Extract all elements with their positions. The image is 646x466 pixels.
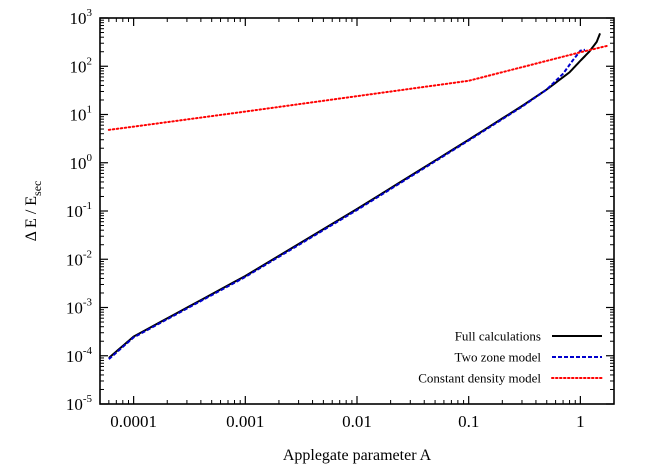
y-tick-label-exponent: 3 [87, 7, 93, 19]
y-tick-label-base: 10 [70, 106, 87, 125]
y-axis-title: Δ E / Esec [23, 181, 44, 242]
y-tick-label-exponent: 1 [87, 104, 93, 116]
series-layer [107, 33, 610, 360]
x-tick-label: 1 [576, 412, 585, 431]
y-tick-label: 100 [70, 152, 93, 173]
y-tick-label-base: 10 [70, 57, 87, 76]
y-tick-label-base: 10 [70, 154, 87, 173]
y-tick-label: 103 [70, 7, 93, 28]
y-tick-label-base: 10 [66, 347, 83, 366]
series-constant-density-model [107, 44, 610, 131]
x-tick-label: 0.001 [226, 412, 264, 431]
y-tick-label-exponent: -1 [83, 200, 92, 212]
y-tick-label: 10-3 [66, 297, 93, 318]
legend-label: Full calculations [455, 329, 541, 344]
legend-label: Constant density model [418, 371, 541, 386]
y-tick-label-base: 10 [70, 9, 87, 28]
y-axis-title-main: Δ E / E [23, 196, 40, 241]
y-tick-label-base: 10 [66, 250, 83, 269]
x-tick-label: 0.0001 [110, 412, 157, 431]
x-tick-label: 0.1 [458, 412, 479, 431]
y-tick-label: 10-1 [66, 200, 92, 221]
y-tick-label: 102 [70, 55, 93, 76]
y-tick-label: 101 [70, 104, 93, 125]
y-tick-label-exponent: 2 [87, 55, 93, 67]
x-tick-label: 0.01 [342, 412, 372, 431]
y-tick-label-exponent: -4 [83, 345, 93, 357]
legend-label: Two zone model [455, 350, 542, 365]
y-tick-label-exponent: -5 [83, 393, 93, 405]
y-tick-label-base: 10 [66, 202, 83, 221]
y-tick-label: 10-4 [66, 345, 93, 366]
series-full-calculations [108, 33, 601, 359]
x-axis-title: Applegate parameter A [283, 447, 432, 464]
y-tick-label-exponent: -3 [83, 297, 93, 309]
y-tick-label-exponent: 0 [87, 152, 93, 164]
series-two-zone-model [108, 48, 586, 360]
y-tick-label-base: 10 [66, 395, 83, 414]
y-tick-label: 10-2 [66, 248, 92, 269]
y-tick-label-base: 10 [66, 299, 83, 318]
legend: Full calculations Two zone model Constant … [418, 329, 603, 386]
y-axis-title-subscript: sec [30, 181, 44, 196]
y-tick-label-exponent: -2 [83, 248, 92, 260]
y-tick-label: 10-5 [66, 393, 93, 414]
